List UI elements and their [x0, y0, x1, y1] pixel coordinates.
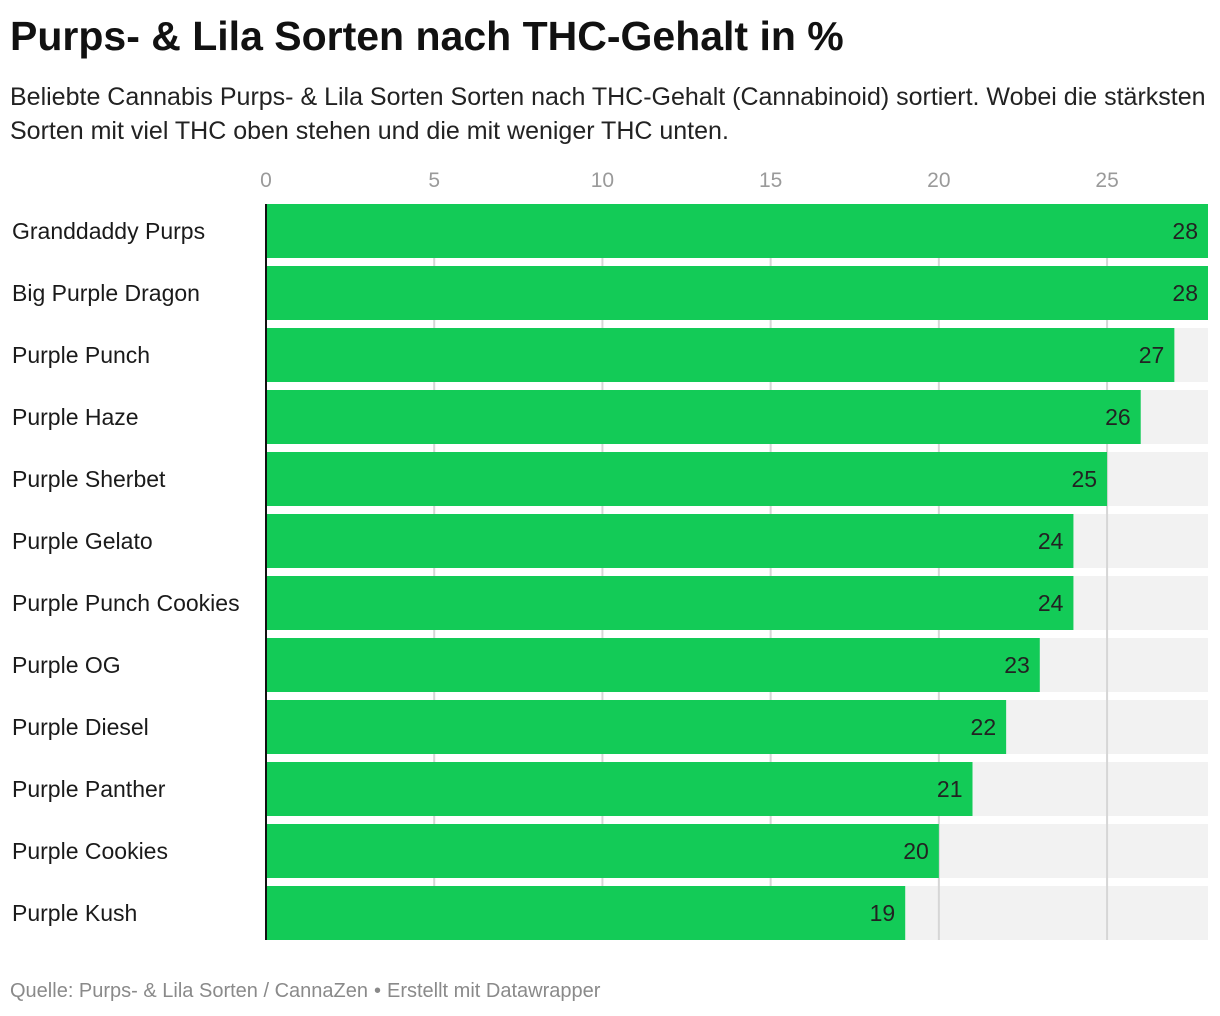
bar-chart: 0 5 10 15 20 25 Granddaddy Purps Big Purple Dr… [12, 169, 1208, 940]
category-label: Purple Haze [12, 404, 139, 430]
category-label: Purple Punch [12, 342, 150, 368]
bar [266, 700, 1007, 754]
category-label: Purple Sherbet [12, 466, 166, 492]
category-label: Big Purple Dragon [12, 280, 200, 306]
chart-title: Purps- & Lila Sorten nach THC-Gehalt in … [10, 13, 844, 59]
bars [266, 204, 1208, 940]
bar [266, 576, 1074, 630]
x-tick-label: 15 [759, 169, 782, 192]
category-label: Purple Punch Cookies [12, 590, 240, 616]
x-tick-label: 5 [428, 169, 440, 192]
bar [266, 204, 1208, 258]
x-tick-label: 0 [260, 169, 272, 192]
value-label: 21 [937, 776, 963, 802]
gridlines [433, 204, 1109, 940]
footer-separator: • [373, 980, 381, 1002]
category-labels: Granddaddy Purps Big Purple Dragon Purple … [12, 218, 240, 926]
value-label: 28 [1172, 218, 1198, 244]
value-label: 22 [971, 714, 997, 740]
category-label: Purple Gelato [12, 528, 153, 554]
bar [266, 390, 1141, 444]
category-label: Purple Kush [12, 900, 137, 926]
bar [266, 266, 1208, 320]
chart-subtitle: Beliebte Cannabis Purps- & Lila Sorten S… [10, 83, 1206, 145]
bar [266, 762, 973, 816]
x-axis-ticks: 0 5 10 15 20 25 [260, 169, 1119, 192]
category-label: Purple Panther [12, 776, 166, 802]
bar [266, 886, 906, 940]
value-label: 26 [1105, 404, 1131, 430]
category-label: Purple Diesel [12, 714, 149, 740]
value-label: 24 [1038, 528, 1064, 554]
source-note: Quelle: Purps- & Lila Sorten / CannaZen [10, 980, 368, 1002]
value-label: 28 [1172, 280, 1198, 306]
bar [266, 824, 939, 878]
category-label: Purple Cookies [12, 838, 168, 864]
bar [266, 328, 1175, 382]
bar [266, 514, 1074, 568]
x-tick-label: 20 [927, 169, 950, 192]
value-label: 27 [1139, 342, 1165, 368]
credit-note: Erstellt mit Datawrapper [386, 980, 601, 1002]
value-label: 20 [903, 838, 929, 864]
x-tick-label: 25 [1095, 169, 1118, 192]
category-label: Granddaddy Purps [12, 218, 205, 244]
category-label: Purple OG [12, 652, 121, 678]
value-label: 25 [1071, 466, 1097, 492]
value-label: 23 [1004, 652, 1030, 678]
value-label: 24 [1038, 590, 1064, 616]
value-label: 19 [870, 900, 896, 926]
value-labels: 28 28 27 26 25 24 24 23 22 21 20 19 [870, 218, 1198, 926]
footer: Quelle: Purps- & Lila Sorten / CannaZen •… [10, 980, 600, 1003]
bar [266, 638, 1040, 692]
x-tick-label: 10 [591, 169, 614, 192]
bar [266, 452, 1108, 506]
